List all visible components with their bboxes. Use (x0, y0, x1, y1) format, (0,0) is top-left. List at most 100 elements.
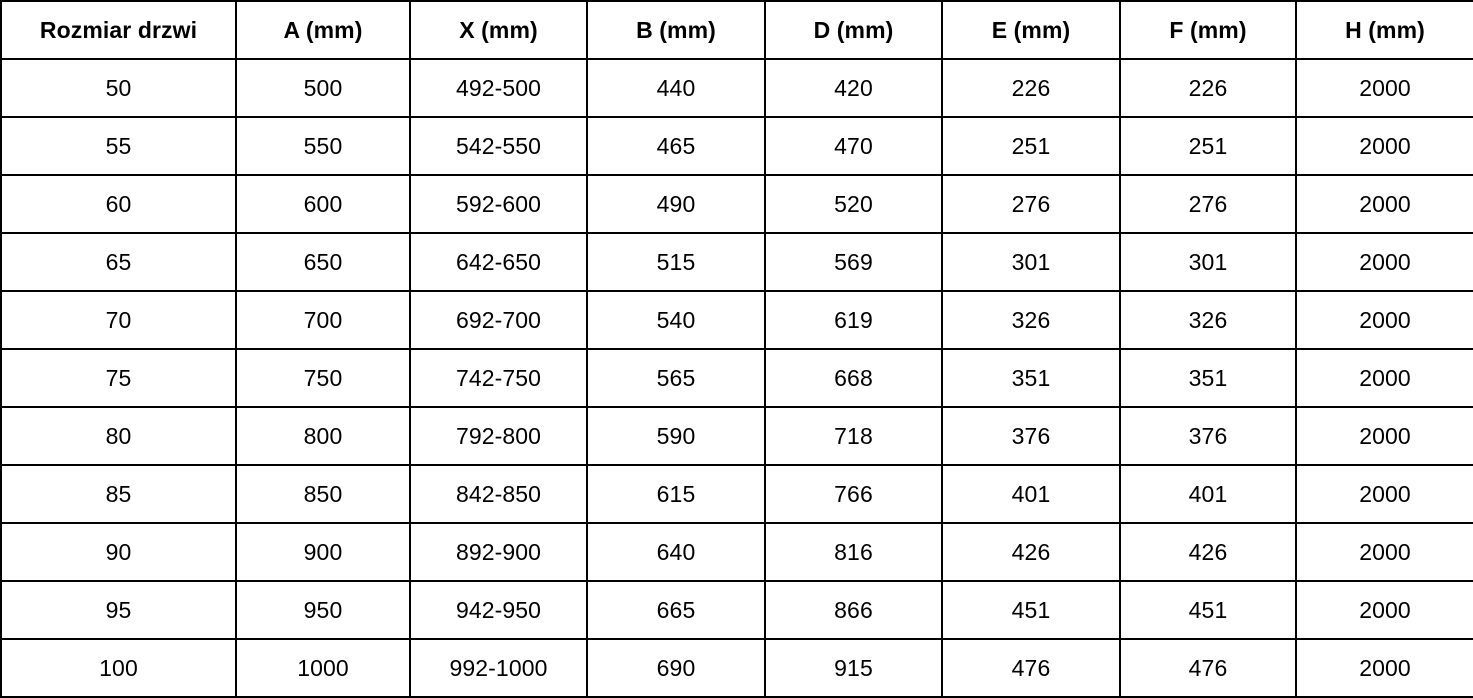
cell-f: 351 (1119, 348, 1297, 408)
cell-rozmiar-drzwi: 60 (0, 174, 237, 234)
cell-d: 668 (764, 348, 943, 408)
cell-a: 500 (235, 58, 411, 118)
cell-f: 326 (1119, 290, 1297, 350)
cell-b: 665 (586, 580, 766, 640)
cell-e: 301 (941, 232, 1121, 292)
cell-h: 2000 (1295, 174, 1473, 234)
cell-h: 2000 (1295, 638, 1473, 698)
cell-a: 1000 (235, 638, 411, 698)
cell-h: 2000 (1295, 290, 1473, 350)
cell-f: 226 (1119, 58, 1297, 118)
table-body: 50 500 492-500 440 420 226 226 2000 55 5… (0, 58, 1473, 698)
column-header-b: B (mm) (586, 0, 766, 60)
cell-h: 2000 (1295, 116, 1473, 176)
table-header-row: Rozmiar drzwi A (mm) X (mm) B (mm) D (mm… (0, 0, 1473, 60)
table-row: 70 700 692-700 540 619 326 326 2000 (0, 290, 1473, 350)
cell-e: 351 (941, 348, 1121, 408)
cell-x: 942-950 (409, 580, 588, 640)
cell-h: 2000 (1295, 406, 1473, 466)
cell-f: 401 (1119, 464, 1297, 524)
table-row: 100 1000 992-1000 690 915 476 476 2000 (0, 638, 1473, 698)
cell-d: 520 (764, 174, 943, 234)
cell-e: 476 (941, 638, 1121, 698)
cell-e: 226 (941, 58, 1121, 118)
cell-a: 950 (235, 580, 411, 640)
cell-b: 515 (586, 232, 766, 292)
cell-b: 440 (586, 58, 766, 118)
cell-a: 850 (235, 464, 411, 524)
cell-rozmiar-drzwi: 75 (0, 348, 237, 408)
cell-b: 590 (586, 406, 766, 466)
cell-b: 615 (586, 464, 766, 524)
cell-rozmiar-drzwi: 70 (0, 290, 237, 350)
cell-rozmiar-drzwi: 100 (0, 638, 237, 698)
cell-b: 540 (586, 290, 766, 350)
cell-a: 550 (235, 116, 411, 176)
cell-f: 251 (1119, 116, 1297, 176)
cell-rozmiar-drzwi: 55 (0, 116, 237, 176)
cell-f: 301 (1119, 232, 1297, 292)
cell-x: 742-750 (409, 348, 588, 408)
cell-e: 426 (941, 522, 1121, 582)
cell-f: 276 (1119, 174, 1297, 234)
cell-d: 866 (764, 580, 943, 640)
cell-e: 451 (941, 580, 1121, 640)
cell-b: 490 (586, 174, 766, 234)
cell-x: 492-500 (409, 58, 588, 118)
cell-d: 915 (764, 638, 943, 698)
cell-x: 892-900 (409, 522, 588, 582)
cell-x: 842-850 (409, 464, 588, 524)
column-header-h: H (mm) (1295, 0, 1473, 60)
cell-a: 800 (235, 406, 411, 466)
cell-e: 326 (941, 290, 1121, 350)
cell-d: 569 (764, 232, 943, 292)
cell-rozmiar-drzwi: 65 (0, 232, 237, 292)
cell-d: 766 (764, 464, 943, 524)
column-header-f: F (mm) (1119, 0, 1297, 60)
cell-f: 451 (1119, 580, 1297, 640)
cell-d: 470 (764, 116, 943, 176)
table-row: 60 600 592-600 490 520 276 276 2000 (0, 174, 1473, 234)
cell-e: 251 (941, 116, 1121, 176)
column-header-a: A (mm) (235, 0, 411, 60)
cell-d: 619 (764, 290, 943, 350)
table-header: Rozmiar drzwi A (mm) X (mm) B (mm) D (mm… (0, 0, 1473, 60)
cell-h: 2000 (1295, 580, 1473, 640)
cell-x: 692-700 (409, 290, 588, 350)
cell-x: 992-1000 (409, 638, 588, 698)
table-row: 55 550 542-550 465 470 251 251 2000 (0, 116, 1473, 176)
cell-h: 2000 (1295, 232, 1473, 292)
cell-rozmiar-drzwi: 95 (0, 580, 237, 640)
cell-x: 592-600 (409, 174, 588, 234)
cell-e: 376 (941, 406, 1121, 466)
column-header-e: E (mm) (941, 0, 1121, 60)
cell-rozmiar-drzwi: 80 (0, 406, 237, 466)
table-row: 95 950 942-950 665 866 451 451 2000 (0, 580, 1473, 640)
cell-h: 2000 (1295, 58, 1473, 118)
table-row: 75 750 742-750 565 668 351 351 2000 (0, 348, 1473, 408)
cell-a: 700 (235, 290, 411, 350)
cell-b: 465 (586, 116, 766, 176)
cell-h: 2000 (1295, 464, 1473, 524)
cell-a: 650 (235, 232, 411, 292)
cell-rozmiar-drzwi: 85 (0, 464, 237, 524)
cell-d: 816 (764, 522, 943, 582)
cell-x: 642-650 (409, 232, 588, 292)
table-row: 65 650 642-650 515 569 301 301 2000 (0, 232, 1473, 292)
cell-f: 476 (1119, 638, 1297, 698)
cell-b: 565 (586, 348, 766, 408)
cell-rozmiar-drzwi: 90 (0, 522, 237, 582)
column-header-x: X (mm) (409, 0, 588, 60)
cell-x: 542-550 (409, 116, 588, 176)
cell-h: 2000 (1295, 348, 1473, 408)
column-header-d: D (mm) (764, 0, 943, 60)
cell-f: 426 (1119, 522, 1297, 582)
cell-b: 690 (586, 638, 766, 698)
table-row: 50 500 492-500 440 420 226 226 2000 (0, 58, 1473, 118)
cell-a: 750 (235, 348, 411, 408)
cell-a: 600 (235, 174, 411, 234)
table-row: 80 800 792-800 590 718 376 376 2000 (0, 406, 1473, 466)
cell-d: 420 (764, 58, 943, 118)
